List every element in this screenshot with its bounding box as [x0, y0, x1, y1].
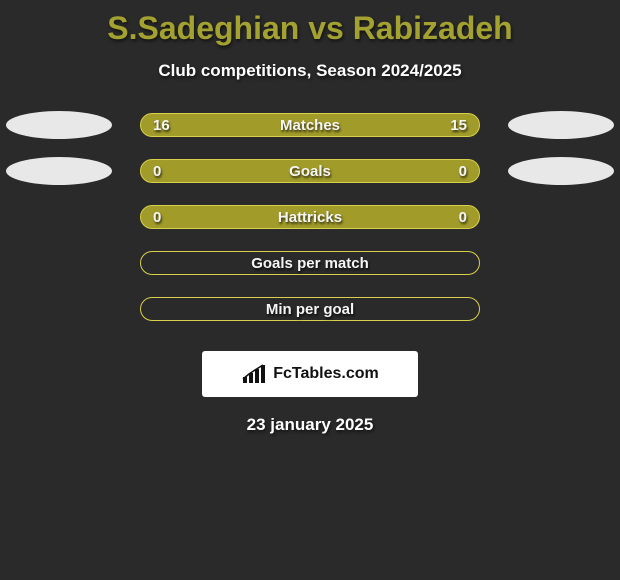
stat-row: Hattricks 0 0 [0, 205, 620, 251]
logo-badge: FcTables.com [202, 351, 418, 397]
stat-left-value: 0 [153, 163, 161, 180]
stat-label: Hattricks [278, 209, 342, 226]
stat-row: Goals per match [0, 251, 620, 297]
stat-label: Min per goal [266, 301, 354, 318]
stat-right-value: 0 [459, 209, 467, 226]
stat-bar: Min per goal [140, 297, 480, 321]
right-ellipse [508, 111, 614, 139]
stat-label: Goals [289, 163, 331, 180]
left-ellipse [6, 157, 112, 185]
stat-row: Goals 0 0 [0, 159, 620, 205]
stat-right-value: 15 [450, 117, 467, 134]
page-title: S.Sadeghian vs Rabizadeh [0, 0, 620, 47]
logo-text: FcTables.com [273, 365, 379, 383]
stat-bar: Goals per match [140, 251, 480, 275]
stat-rows: Matches 16 15 Goals 0 0 Hattricks 0 0 Goals per m… [0, 113, 620, 343]
stat-bar: Goals 0 0 [140, 159, 480, 183]
stat-row: Min per goal [0, 297, 620, 343]
stat-label: Matches [280, 117, 340, 134]
stat-right-value: 0 [459, 163, 467, 180]
date-text: 23 january 2025 [0, 415, 620, 435]
stat-label: Goals per match [251, 255, 369, 272]
right-ellipse [508, 157, 614, 185]
stat-row: Matches 16 15 [0, 113, 620, 159]
subtitle: Club competitions, Season 2024/2025 [0, 61, 620, 81]
stat-left-value: 16 [153, 117, 170, 134]
bar-chart-icon [241, 363, 267, 385]
stat-bar: Hattricks 0 0 [140, 205, 480, 229]
stat-left-value: 0 [153, 209, 161, 226]
stat-bar: Matches 16 15 [140, 113, 480, 137]
left-ellipse [6, 111, 112, 139]
